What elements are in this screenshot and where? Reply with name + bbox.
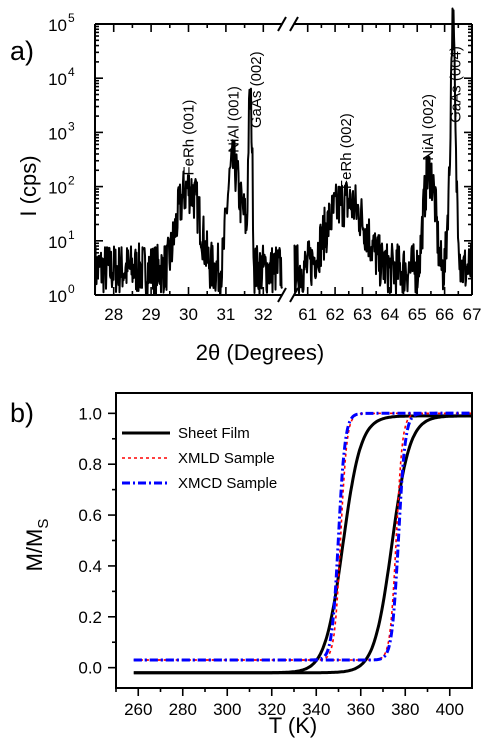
panel-b-x-tick-label: 280 <box>169 700 197 719</box>
panel-b-x-tick-label: 300 <box>213 700 241 719</box>
panel-a-xrd-chart: a) I (cps) 2θ (Degrees) 10 010 110 210 310 41… <box>10 7 481 365</box>
panel-a-y-tick-label: 10 <box>48 124 67 143</box>
panel-a-y-tick-label: 10 <box>48 70 67 89</box>
panel-a-x-tick-label: 61 <box>298 305 317 324</box>
panel-a-y-tick-base: 10 <box>48 70 67 89</box>
panel-b-y-tick-label: 0.4 <box>78 557 102 576</box>
panel-a-x-tick-label: 32 <box>254 305 273 324</box>
panel-b-y-axis-title: M/MS <box>22 519 52 572</box>
panel-b-x-tick-label: 360 <box>347 700 375 719</box>
panel-a-x-axis-title: 2θ (Degrees) <box>196 340 324 365</box>
panel-a-peak-label: GaAs (002) <box>248 51 265 128</box>
panel-a-peak-label: FeRh (002) <box>338 113 355 189</box>
panel-a-axis-break-mark <box>277 16 287 32</box>
panel-b-x-tick-label: 400 <box>436 700 464 719</box>
panel-a-y-tick-label: 10 <box>48 179 67 198</box>
panel-b-axes: 260 280 300 320 340 360 380 400 0.0 0.2 0.4 0.6 0.8 1… <box>78 392 473 719</box>
panel-a-peak-label: GaAs (004) <box>448 46 465 123</box>
panel-a-x-tick-label: 66 <box>435 305 454 324</box>
panel-a-x-tick-label: 29 <box>142 305 161 324</box>
panel-a-y-tick-label: 10 <box>48 287 67 306</box>
panel-b-curve-xmcd-sample-cooling <box>133 411 472 662</box>
panel-a-y-axis-title: I (cps) <box>16 155 41 216</box>
panel-a-y-tick-exponent: 0 <box>68 282 75 296</box>
panel-b-x-tick-label: 340 <box>302 700 330 719</box>
panel-a-y-tick-base: 10 <box>48 287 67 306</box>
panel-b-x-tick-label: 380 <box>391 700 419 719</box>
panel-b-series <box>133 411 472 675</box>
panel-a-y-tick-exponent: 2 <box>68 174 75 188</box>
panel-a-y-tick-base: 10 <box>48 233 67 252</box>
panel-b-x-tick-label: 260 <box>124 700 152 719</box>
panel-a-y-tick-base: 10 <box>48 16 67 35</box>
panel-a-x-tick-label: 64 <box>380 305 399 324</box>
panel-a-peak-label: NiAl (001) <box>225 86 242 153</box>
panel-b-y-tick-label: 0.0 <box>78 659 102 678</box>
panel-a-x-tick-label: 30 <box>179 305 198 324</box>
panel-b-plot-frame <box>115 392 473 689</box>
panel-b-x-axis-title: T (K) <box>269 713 317 738</box>
panel-a-axis-break-mark <box>277 287 287 303</box>
panel-a-y-tick-exponent: 3 <box>68 119 75 133</box>
panel-b-y-tick-label: 0.6 <box>78 506 102 525</box>
panel-a-y-tick-label: 10 <box>48 16 67 35</box>
panel-b-curve-xmcd-sample-heating <box>133 411 472 662</box>
panel-b-hysteresis-chart: b) M/MS T (K) 260 280 300 320 340 360 380 400 0.… <box>10 392 473 738</box>
panel-a-y-tick-label: 10 <box>48 233 67 252</box>
panel-a-peak-labels: FeRh (001) NiAl (001) GaAs (002) FeRh (002)… <box>181 46 465 189</box>
panel-a-x-tick-label: 28 <box>104 305 123 324</box>
panel-a-x-tick-label: 65 <box>408 305 427 324</box>
panel-a-axis-break-mark <box>289 287 299 303</box>
panel-a-xrd-curve-segment <box>94 87 283 296</box>
panel-b-y-tick-label: 0.2 <box>78 608 102 627</box>
panel-a-y-tick-base: 10 <box>48 124 67 143</box>
panel-b-y-tick-label: 1.0 <box>78 404 102 423</box>
panel-a-peak-label: NiAl (002) <box>420 94 437 161</box>
panel-a-xrd-curve-segment <box>293 7 473 295</box>
panel-b-legend-label: Sheet Film <box>178 425 250 442</box>
panel-b-y-tick-label: 0.8 <box>78 455 102 474</box>
panel-a-y-tick-exponent: 4 <box>68 65 75 79</box>
panel-a-x-tick-label: 62 <box>326 305 345 324</box>
panel-a-x-tick-label: 63 <box>353 305 372 324</box>
panel-a-y-tick-exponent: 5 <box>68 11 75 25</box>
panel-a-axis-break-mark <box>289 16 299 32</box>
panel-a-y-tick-base: 10 <box>48 179 67 198</box>
panel-a-x-tick-label: 31 <box>216 305 235 324</box>
panel-b-legend: Sheet Film XMLD Sample XMCD Sample <box>122 425 277 492</box>
panel-b-x-tick-label: 320 <box>258 700 286 719</box>
panel-a-peak-label: FeRh (001) <box>181 100 198 176</box>
panel-b-legend-label: XMCD Sample <box>178 475 277 492</box>
panel-b-label: b) <box>10 398 34 428</box>
panel-a-label: a) <box>10 36 34 66</box>
panel-a-xrd-series <box>94 7 473 296</box>
panel-a-x-tick-label: 67 <box>463 305 482 324</box>
panel-a-y-tick-exponent: 1 <box>68 228 75 242</box>
panel-b-legend-label: XMLD Sample <box>178 450 275 467</box>
